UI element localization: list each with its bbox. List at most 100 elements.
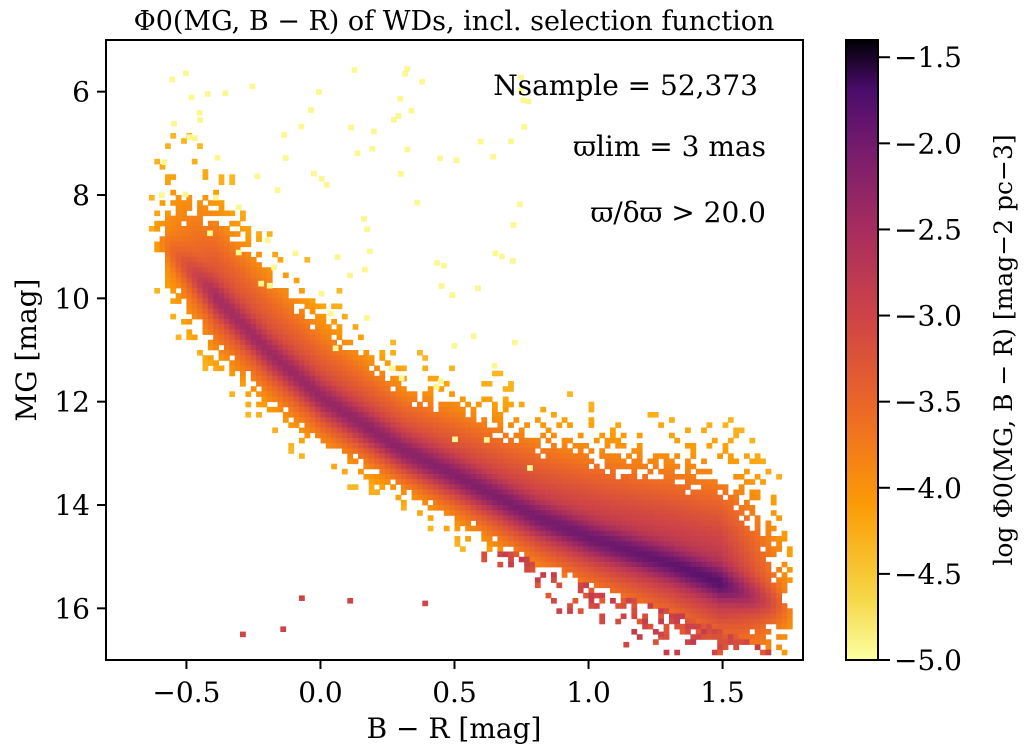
heatmap-cell [304, 370, 311, 377]
heatmap-cell [354, 150, 361, 157]
heatmap-cell [433, 489, 439, 496]
heatmap-cell [701, 510, 707, 516]
heatmap-cell [250, 262, 257, 268]
heatmap-cell [647, 510, 654, 516]
heatmap-cell [454, 406, 461, 413]
heatmap-cell [341, 422, 348, 428]
heatmap-cell [652, 494, 659, 501]
heatmap-cell [256, 350, 262, 356]
heatmap-cell [658, 556, 664, 563]
heatmap-cell [202, 355, 209, 361]
heatmap-cell [331, 406, 337, 413]
heatmap-cell [738, 598, 745, 604]
heatmap-cell [304, 329, 311, 335]
heatmap-cell [706, 629, 713, 635]
heatmap-cell [304, 396, 311, 403]
heatmap-cell [417, 479, 423, 485]
heatmap-cell [427, 525, 434, 532]
heatmap-cell [593, 536, 600, 542]
heatmap-cell [701, 603, 707, 609]
heatmap-cell [186, 241, 193, 248]
heatmap-cell [754, 567, 761, 573]
heatmap-cell [202, 210, 209, 217]
heatmap-cell [529, 484, 536, 490]
heatmap-cell [207, 226, 214, 232]
heatmap-cell [663, 536, 670, 542]
heatmap-cell [658, 618, 664, 625]
heatmap-cell [749, 541, 756, 547]
heatmap-cell [749, 639, 756, 645]
heatmap-cell [315, 344, 321, 351]
heatmap-cell [347, 396, 354, 403]
heatmap-cell [722, 525, 729, 532]
heatmap-cell [272, 355, 278, 361]
heatmap-cell [695, 603, 702, 609]
heatmap-cell [502, 479, 509, 485]
heatmap-cell [572, 484, 579, 490]
heatmap-cell [727, 437, 734, 444]
heatmap-cell [427, 448, 434, 454]
heatmap-cell [583, 592, 589, 599]
heatmap-cell [315, 303, 321, 310]
heatmap-cell [626, 546, 632, 552]
heatmap-cell [626, 494, 632, 501]
heatmap-cell [658, 541, 664, 547]
heatmap-cell [170, 200, 177, 206]
heatmap-cell [454, 505, 461, 511]
heatmap-cell [245, 236, 252, 242]
heatmap-cell [711, 561, 718, 568]
heatmap-cell [352, 355, 359, 361]
heatmap-cell [502, 484, 509, 490]
heatmap-cell [443, 489, 450, 496]
heatmap-cell [685, 561, 691, 568]
heatmap-cell [202, 236, 209, 242]
heatmap-cell [529, 437, 536, 444]
heatmap-cell [669, 582, 675, 589]
heatmap-cell [154, 246, 161, 253]
heatmap-cell [234, 303, 241, 310]
heatmap-cell [754, 618, 761, 625]
heatmap-cell [379, 355, 386, 361]
heatmap-cell [517, 87, 524, 94]
heatmap-cell [738, 541, 745, 547]
heatmap-cell [502, 530, 509, 537]
heatmap-cell [170, 231, 177, 237]
heatmap-cell [545, 479, 552, 485]
heatmap-cell [652, 587, 659, 594]
heatmap-cell [218, 313, 225, 320]
heatmap-cell [722, 489, 729, 496]
heatmap-cell [218, 226, 225, 232]
heatmap-cell [658, 582, 664, 589]
heatmap-cell [486, 448, 493, 454]
heatmap-cell [438, 422, 445, 428]
heatmap-cell [197, 313, 203, 320]
heatmap-cell [754, 494, 761, 501]
heatmap-cell [529, 489, 536, 496]
heatmap-cell [229, 174, 236, 180]
heatmap-cell [282, 360, 289, 366]
heatmap-cell [770, 608, 777, 614]
heatmap-cell [690, 520, 697, 527]
heatmap-cell [577, 489, 584, 496]
heatmap-cell [327, 310, 334, 317]
heatmap-cell [508, 561, 514, 568]
heatmap-cell [186, 236, 193, 242]
heatmap-cell [534, 546, 541, 552]
x-tick-label: 0.0 [298, 676, 343, 709]
heatmap-cell [213, 329, 219, 335]
heatmap-cell [615, 587, 622, 594]
heatmap-cell [524, 474, 530, 480]
heatmap-cell [451, 343, 458, 349]
heatmap-cell [534, 510, 541, 516]
heatmap-cell [438, 453, 445, 459]
heatmap-cell [722, 551, 729, 558]
heatmap-cell [583, 468, 589, 475]
heatmap-cell [400, 417, 407, 423]
heatmap-cell [776, 613, 782, 620]
heatmap-cell [352, 396, 359, 403]
heatmap-cell [588, 536, 595, 542]
heatmap-cell [722, 448, 729, 454]
heatmap-cell [588, 577, 595, 583]
heatmap-cell [744, 582, 750, 589]
heatmap-cell [363, 432, 370, 439]
